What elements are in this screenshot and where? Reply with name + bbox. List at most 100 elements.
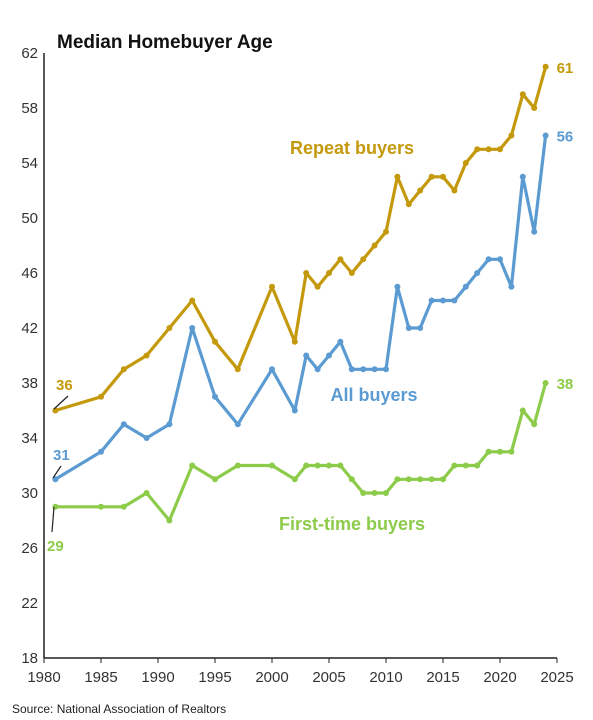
- end-value-label: 56: [557, 129, 574, 146]
- x-tick-label: 2000: [255, 669, 288, 686]
- data-point: [303, 270, 310, 276]
- y-tick-label: 22: [21, 595, 38, 612]
- data-point: [440, 476, 446, 483]
- end-value-label: 38: [557, 376, 574, 393]
- y-tick-label: 26: [21, 540, 38, 557]
- data-point: [189, 325, 196, 331]
- data-point: [269, 283, 275, 290]
- data-point: [485, 256, 492, 263]
- data-point: [428, 476, 435, 483]
- labels-layer: Repeat buyers All buyers First-time buyers…: [47, 60, 573, 555]
- data-point: [360, 256, 367, 263]
- data-point: [234, 366, 241, 373]
- data-point: [485, 448, 492, 455]
- data-point: [508, 448, 515, 455]
- axes: 18 22 26 30 34 38 42 46 50 54 58 62 1980 1985 1990 1995…: [21, 45, 573, 686]
- data-point: [303, 462, 310, 469]
- x-tick-label: 2005: [312, 669, 345, 686]
- data-point: [417, 187, 424, 194]
- series-name-label: Repeat buyers: [290, 138, 414, 158]
- y-tick-label: 58: [21, 100, 38, 117]
- y-tick-label: 62: [21, 45, 38, 62]
- data-point: [383, 366, 389, 373]
- y-tick-label: 54: [21, 155, 38, 172]
- data-point: [462, 283, 469, 290]
- data-point: [189, 297, 196, 304]
- data-point: [531, 105, 538, 111]
- data-point: [291, 338, 298, 345]
- y-tick-label: 30: [21, 485, 38, 502]
- data-point: [120, 421, 127, 428]
- data-point: [269, 366, 275, 373]
- data-point: [303, 352, 310, 359]
- data-point: [542, 132, 549, 139]
- data-point: [519, 407, 526, 414]
- x-tick-label: 2010: [369, 669, 402, 686]
- x-tick-label: 1980: [27, 669, 60, 686]
- data-point: [337, 462, 344, 469]
- data-point: [462, 160, 469, 166]
- data-point: [451, 187, 458, 194]
- data-point: [497, 448, 503, 455]
- source-note: Source: National Association of Realtors: [12, 702, 227, 716]
- data-point: [531, 421, 538, 428]
- data-point: [189, 462, 196, 469]
- data-point: [417, 325, 424, 331]
- data-point: [52, 407, 59, 414]
- data-point: [348, 476, 355, 483]
- series-name-label: First-time buyers: [279, 514, 425, 534]
- x-tick-label: 1985: [84, 669, 117, 686]
- start-value-label: 31: [53, 447, 70, 464]
- data-point: [269, 462, 275, 469]
- data-point: [440, 297, 446, 304]
- data-point: [98, 448, 104, 455]
- data-point: [371, 490, 378, 496]
- data-point: [497, 146, 503, 153]
- data-point: [394, 173, 401, 180]
- end-value-label: 61: [557, 60, 574, 77]
- data-point: [474, 462, 481, 469]
- data-point: [383, 228, 389, 235]
- data-point: [394, 476, 401, 483]
- data-point: [234, 462, 241, 469]
- data-point: [166, 421, 173, 428]
- y-tick-label: 50: [21, 210, 38, 227]
- data-point: [519, 91, 526, 98]
- data-point: [143, 352, 150, 359]
- data-point: [405, 201, 412, 208]
- data-point: [519, 173, 526, 180]
- data-point: [405, 476, 412, 483]
- start-label-callout: [53, 395, 69, 410]
- data-point: [417, 476, 424, 483]
- data-point: [348, 270, 355, 276]
- y-tick-label: 42: [21, 320, 38, 337]
- series-line: [53, 133, 548, 481]
- data-point: [428, 173, 435, 180]
- y-tick-label: 46: [21, 265, 38, 282]
- series-line: [53, 65, 548, 413]
- data-point: [314, 283, 321, 290]
- data-point: [474, 146, 481, 153]
- x-tick-label: 2020: [483, 669, 516, 686]
- x-tick-label: 1995: [198, 669, 231, 686]
- data-point: [360, 366, 367, 373]
- x-tick-label: 1990: [141, 669, 174, 686]
- data-point: [508, 132, 515, 139]
- chart-title: Median Homebuyer Age: [57, 32, 273, 53]
- data-point: [120, 503, 127, 510]
- data-point: [440, 173, 446, 180]
- data-point: [212, 393, 218, 400]
- data-point: [291, 476, 298, 483]
- x-tick-label: 2015: [426, 669, 459, 686]
- data-point: [143, 435, 150, 441]
- data-point: [451, 297, 458, 304]
- start-label-callout: [51, 506, 55, 533]
- data-point: [474, 270, 481, 276]
- data-point: [166, 325, 173, 331]
- y-tick-label: 18: [21, 650, 38, 667]
- data-point: [212, 476, 218, 483]
- data-point: [326, 462, 332, 469]
- data-point: [508, 283, 515, 290]
- data-point: [337, 338, 344, 345]
- data-point: [531, 228, 538, 235]
